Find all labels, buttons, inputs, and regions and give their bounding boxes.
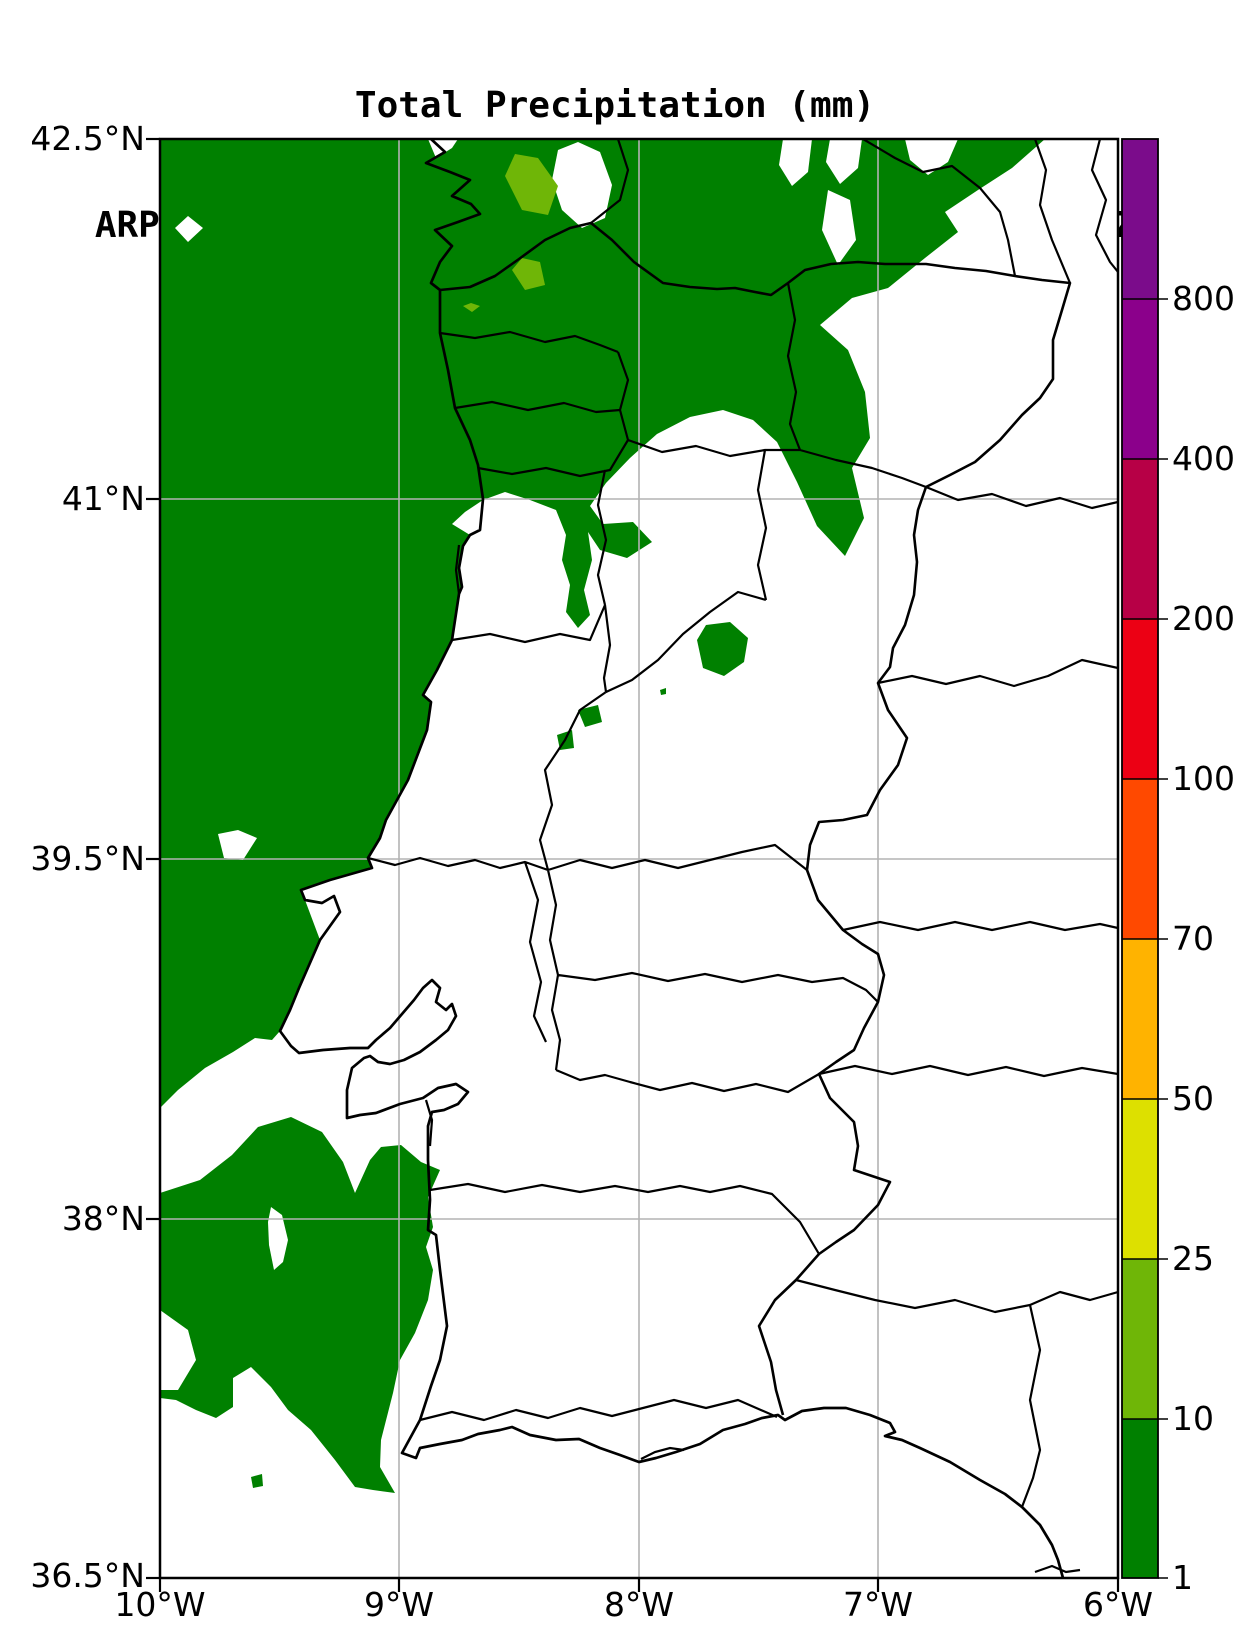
- precip-blob-hexagon: [697, 622, 748, 676]
- title-line-1: Total Precipitation (mm): [354, 85, 876, 126]
- xtick-label-7W: 7°W: [842, 1585, 914, 1624]
- dry-gap: [175, 216, 203, 242]
- province-boundaries-spain: [590, 139, 1118, 1508]
- dry-gap: [552, 142, 612, 228]
- coastline-detail-aveiro-lagoon: [454, 544, 461, 595]
- dry-gap: [160, 1310, 196, 1390]
- xtick-label-8W: 8°W: [603, 1585, 675, 1624]
- xtick-label-10W: 10°W: [114, 1585, 206, 1624]
- colorbar-label-200: 200: [1172, 599, 1235, 638]
- colorbar-seg-400-800: [1122, 299, 1158, 459]
- colorbar-label-50: 50: [1172, 1079, 1214, 1118]
- xtick-label-6W: 6°W: [1082, 1585, 1154, 1624]
- colorbar-seg-1-10: [1122, 1419, 1158, 1578]
- precip-region-southwest-1-10mm: [160, 1117, 440, 1493]
- colorbar-seg-gt800: [1122, 139, 1158, 299]
- precip-region-main-1-10mm: [160, 139, 1045, 1108]
- colorbar-seg-25-50: [1122, 1099, 1158, 1259]
- precip-blob-speck-2: [251, 1474, 263, 1488]
- dry-gaps: [160, 139, 958, 1390]
- precip-patch-10-25mm-3: [463, 303, 480, 312]
- colorbar: [1121, 138, 1168, 1579]
- axis-ticks: [146, 137, 1120, 1592]
- colorbar-label-1: 1: [1172, 1558, 1193, 1597]
- colorbar-label-25: 25: [1172, 1239, 1214, 1278]
- colorbar-outline: [1121, 138, 1159, 1579]
- dry-gap: [268, 1207, 288, 1270]
- colorbar-seg-100-200: [1122, 619, 1158, 779]
- colorbar-boundaries: [1122, 298, 1168, 1579]
- precip-blob-speck-1: [660, 688, 666, 695]
- precip-patch-10-25mm-2: [512, 258, 545, 290]
- precip-patch-10-25mm-1: [505, 154, 558, 215]
- colorbar-label-800: 800: [1172, 279, 1235, 318]
- colorbar-label-100: 100: [1172, 759, 1235, 798]
- colorbar-label-10: 10: [1172, 1399, 1214, 1438]
- precip-blob-small-1: [578, 705, 602, 727]
- ytick-label-42p5N: 42.5°N: [30, 119, 145, 158]
- xtick-label-9W: 9°W: [363, 1585, 435, 1624]
- dry-gap: [826, 139, 862, 184]
- ytick-label-39p5N: 39.5°N: [30, 839, 145, 878]
- coastline: [278, 139, 1065, 1578]
- coastline-detail-huelva-spur: [1034, 1564, 1081, 1574]
- graticule: [160, 139, 1118, 1578]
- colorbar-seg-50-70: [1122, 939, 1158, 1099]
- colorbar-seg-70-100: [1122, 779, 1158, 939]
- ytick-label-36p5N: 36.5°N: [30, 1556, 145, 1595]
- district-boundaries-portugal: [367, 282, 927, 1422]
- dry-gap: [779, 139, 812, 186]
- dry-gap: [905, 139, 958, 175]
- national-border: [439, 221, 1072, 1416]
- dry-gap: [822, 190, 856, 265]
- colorbar-seg-10-25: [1122, 1259, 1158, 1419]
- dry-gap: [218, 830, 257, 860]
- ytick-label-41N: 41°N: [61, 479, 145, 518]
- coastline-detail-troia-spit: [424, 1099, 434, 1147]
- colorbar-label-400: 400: [1172, 439, 1235, 478]
- colorbar-label-70: 70: [1172, 919, 1214, 958]
- coastline-detail-ria-formosa: [640, 1446, 685, 1460]
- colorbar-seg-200-400: [1122, 459, 1158, 619]
- ytick-label-38N: 38°N: [61, 1199, 145, 1238]
